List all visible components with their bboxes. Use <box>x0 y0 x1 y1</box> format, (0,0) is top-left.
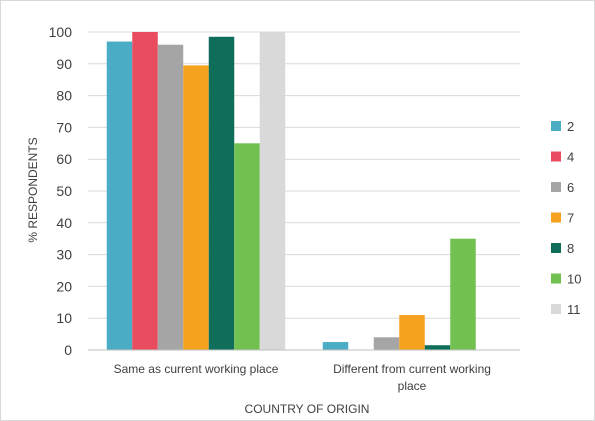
bars <box>106 32 476 351</box>
bar-6-0 <box>157 44 184 350</box>
y-tick-label: 40 <box>56 215 72 231</box>
legend: 2 4 6 7 8 10 11 <box>551 119 581 317</box>
bar-11-0 <box>259 32 286 350</box>
legend-swatch-2 <box>551 121 561 131</box>
y-tick-label: 0 <box>64 342 72 358</box>
y-axis-title: % RESPONDENTS <box>26 137 40 242</box>
legend-label-10: 10 <box>567 272 581 287</box>
legend-swatch-6 <box>551 182 561 192</box>
bar-7-0 <box>183 65 209 350</box>
y-tick-label: 80 <box>56 88 72 104</box>
legend-label-11: 11 <box>567 302 581 317</box>
legend-swatch-4 <box>551 151 561 162</box>
x-category-label: Different from current working <box>333 362 491 376</box>
x-category-label: place <box>398 379 427 393</box>
bar-2-0 <box>106 41 133 350</box>
legend-label-8: 8 <box>567 241 574 256</box>
x-axis-categories: Same as current working place Different f… <box>114 362 491 393</box>
legend-label-7: 7 <box>567 211 574 226</box>
legend-swatch-7 <box>551 212 561 223</box>
y-tick-label: 70 <box>56 119 72 135</box>
bar-10-0 <box>234 143 260 350</box>
y-tick-label: 10 <box>56 310 72 326</box>
bar-4-0 <box>132 32 158 350</box>
bar-7-1 <box>399 315 425 350</box>
y-tick-label: 30 <box>56 247 72 263</box>
bar-2-1 <box>322 342 349 350</box>
legend-label-6: 6 <box>567 180 574 195</box>
bar-8-1 <box>424 345 451 350</box>
y-tick-label: 50 <box>56 183 72 199</box>
y-tick-label: 100 <box>49 24 73 40</box>
y-axis-ticks: 0 10 20 30 40 50 60 70 80 90 100 <box>49 24 73 358</box>
y-tick-label: 20 <box>56 278 72 294</box>
legend-swatch-11 <box>551 304 561 314</box>
bar-10-1 <box>450 238 476 350</box>
x-category-label: Same as current working place <box>114 362 279 376</box>
x-axis-title: COUNTRY OF ORIGIN <box>245 402 370 416</box>
legend-swatch-10 <box>551 273 561 284</box>
bar-6-1 <box>373 337 400 350</box>
legend-label-4: 4 <box>567 150 574 165</box>
legend-swatch-8 <box>551 243 561 253</box>
y-tick-label: 60 <box>56 151 72 167</box>
bar-8-0 <box>208 36 235 351</box>
legend-label-2: 2 <box>567 119 574 134</box>
y-tick-label: 90 <box>56 56 72 72</box>
